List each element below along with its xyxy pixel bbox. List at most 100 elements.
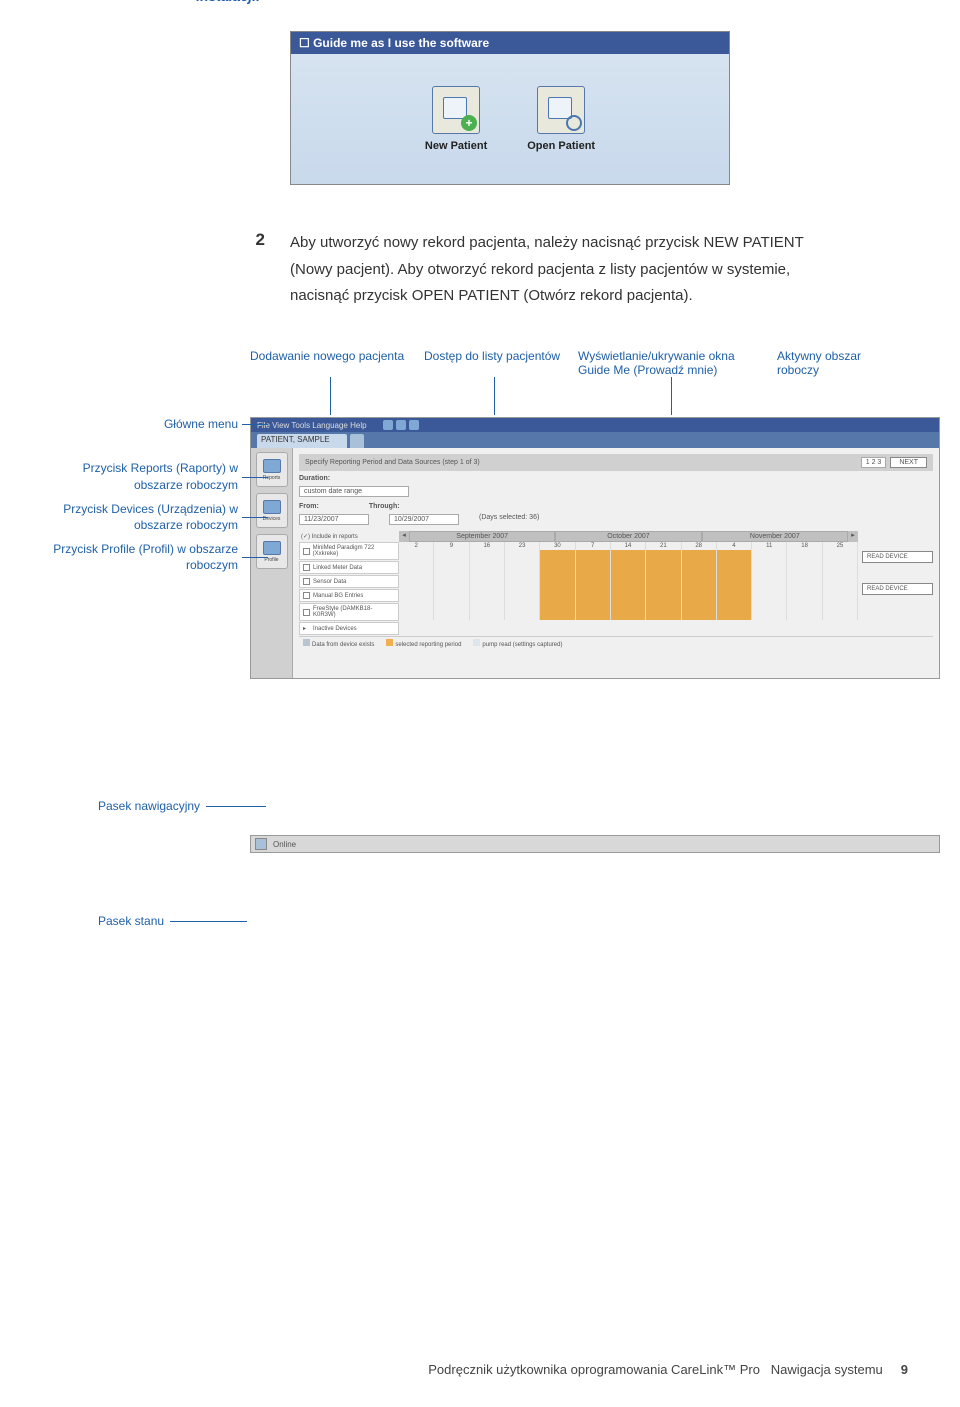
include-label: (✓) Include in reports bbox=[299, 531, 399, 542]
ann-nav-bar: Pasek nawigacyjny bbox=[98, 799, 200, 813]
calendar-col bbox=[505, 550, 540, 620]
days-selected: (Days selected: 36) bbox=[479, 514, 539, 525]
status-icon bbox=[255, 838, 267, 850]
calendar-day: 28 bbox=[682, 542, 717, 550]
main-screenshot: File View Tools Language Help PATIENT, S… bbox=[250, 417, 940, 679]
calendar-day: 18 bbox=[787, 542, 822, 550]
toolbar-icon[interactable] bbox=[383, 420, 393, 430]
device-row[interactable]: Linked Meter Data bbox=[299, 561, 399, 574]
profile-button[interactable]: Profile bbox=[256, 534, 288, 569]
device-row[interactable]: Manual BG Entries bbox=[299, 589, 399, 602]
from-label: From: bbox=[299, 503, 319, 510]
next-button[interactable]: NEXT bbox=[890, 457, 927, 468]
step-b: b. Nacisnąć przycisk LOGIN (Rejestruj). … bbox=[290, 0, 910, 6]
read-device-buttons: READ DEVICE READ DEVICE bbox=[858, 531, 933, 636]
legend-swatch bbox=[473, 639, 480, 646]
app-body: Reports Devices Profile Specify Reportin… bbox=[251, 448, 939, 678]
magnifier-icon bbox=[566, 115, 582, 131]
device-row[interactable]: MiniMed Paradigm 722 (Xxkreke) bbox=[299, 542, 399, 560]
month-header: November 2007 bbox=[702, 531, 848, 542]
plus-icon: + bbox=[461, 115, 477, 131]
status-text: Online bbox=[273, 840, 296, 849]
device-list: (✓) Include in reports MiniMed Paradigm … bbox=[299, 531, 399, 636]
thru-date-input[interactable]: 10/29/2007 bbox=[389, 514, 459, 525]
reports-button[interactable]: Reports bbox=[256, 452, 288, 487]
ann-reports-btn: Przycisk Reports (Raporty) w obszarze ro… bbox=[50, 460, 238, 492]
startup-body: + New Patient Open Patient bbox=[291, 54, 729, 184]
calendar-day: 2 bbox=[399, 542, 434, 550]
cal-next-icon[interactable]: ▸ bbox=[848, 531, 858, 542]
annotated-diagram: Dodawanie nowego pacjenta Dostęp do list… bbox=[50, 349, 910, 853]
patient-tab[interactable]: PATIENT, SAMPLE bbox=[257, 434, 347, 448]
open-patient-button[interactable]: Open Patient bbox=[527, 86, 595, 152]
calendar-day: 7 bbox=[576, 542, 611, 550]
read-device-button[interactable]: READ DEVICE bbox=[862, 583, 933, 595]
month-header: September 2007 bbox=[409, 531, 555, 542]
add-tab-icon[interactable] bbox=[350, 434, 364, 448]
calendar-day: 9 bbox=[434, 542, 469, 550]
toolbar-icon[interactable] bbox=[396, 420, 406, 430]
device-row[interactable]: FreeStyle (DAMKB18-K0R3W) bbox=[299, 603, 399, 621]
ann-guide-me: Wyświetlanie/ukrywanie okna Guide Me (Pr… bbox=[578, 349, 763, 377]
new-patient-button[interactable]: + New Patient bbox=[425, 86, 487, 152]
ann-main-menu: Główne menu bbox=[50, 416, 238, 432]
calendar-col bbox=[470, 550, 505, 620]
devices-button[interactable]: Devices bbox=[256, 493, 288, 528]
ann-workspace: Aktywny obszar roboczy bbox=[777, 349, 897, 377]
page-footer: Podręcznik użytkownika oprogramowania Ca… bbox=[428, 1362, 908, 1377]
toolbar-icon[interactable] bbox=[409, 420, 419, 430]
new-patient-icon: + bbox=[432, 86, 480, 134]
open-patient-icon bbox=[537, 86, 585, 134]
calendar-col bbox=[646, 550, 681, 620]
month-header: October 2007 bbox=[555, 531, 701, 542]
workspace-main: Specify Reporting Period and Data Source… bbox=[293, 448, 939, 678]
thru-label: Through: bbox=[369, 503, 400, 510]
ann-devices-btn: Przycisk Devices (Urządzenia) w obszarze… bbox=[50, 501, 238, 533]
calendar-day: 14 bbox=[611, 542, 646, 550]
panel-header: Specify Reporting Period and Data Source… bbox=[299, 454, 933, 471]
startup-title-bar: ☐ Guide me as I use the software bbox=[291, 32, 729, 54]
device-row: ▸Inactive Devices bbox=[299, 622, 399, 635]
panel-title: Specify Reporting Period and Data Source… bbox=[305, 459, 480, 466]
document-page: a. Wpisać hasło w pole Password (Hasło).… bbox=[0, 0, 960, 1407]
ann-profile-btn: Przycisk Profile (Profil) w obszarze rob… bbox=[50, 541, 238, 573]
calendar-days-row: 2916233071421284111825 bbox=[399, 542, 858, 550]
cal-prev-icon[interactable]: ◂ bbox=[399, 531, 409, 542]
workspace-sidebar: Reports Devices Profile bbox=[251, 448, 293, 678]
legend-row: Data from device exists selected reporti… bbox=[299, 636, 933, 650]
top-row: UWAGA: Funkcję rejestracji po wpisaniu h… bbox=[50, 0, 910, 6]
calendar-col bbox=[682, 550, 717, 620]
calendar-grid: ◂ September 2007 October 2007 November 2… bbox=[399, 531, 858, 636]
step-2: 2 Aby utworzyć nowy rekord pacjenta, nal… bbox=[50, 230, 910, 309]
ann-patient-list: Dostęp do listy pacjentów bbox=[424, 349, 564, 377]
calendar-col bbox=[787, 550, 822, 620]
device-row[interactable]: Sensor Data bbox=[299, 575, 399, 588]
top-annotations: Dodawanie nowego pacjenta Dostęp do list… bbox=[250, 349, 777, 377]
calendar-body bbox=[399, 550, 858, 620]
calendar-day: 30 bbox=[540, 542, 575, 550]
calendar-col bbox=[399, 550, 434, 620]
step-2-number: 2 bbox=[50, 230, 275, 309]
calendar-panel: (✓) Include in reports MiniMed Paradigm … bbox=[299, 531, 933, 636]
from-date-input[interactable]: 11/23/2007 bbox=[299, 514, 369, 525]
toolbar-icons[interactable] bbox=[383, 420, 419, 430]
step-indicator: 1 2 3 bbox=[861, 457, 887, 468]
calendar-day: 4 bbox=[717, 542, 752, 550]
app-menubar[interactable]: File View Tools Language Help bbox=[251, 418, 939, 432]
startup-screenshot: ☐ Guide me as I use the software + New P… bbox=[290, 31, 730, 185]
duration-label: Duration: bbox=[299, 475, 933, 482]
calendar-col bbox=[823, 550, 858, 620]
side-annotations: Główne menu Przycisk Reports (Raporty) w… bbox=[50, 444, 238, 581]
calendar-day: 25 bbox=[823, 542, 858, 550]
step-2-text: Aby utworzyć nowy rekord pacjenta, należ… bbox=[290, 230, 850, 309]
legend-swatch bbox=[386, 639, 393, 646]
read-device-button[interactable]: READ DEVICE bbox=[862, 551, 933, 563]
calendar-day: 21 bbox=[646, 542, 681, 550]
tab-bar: PATIENT, SAMPLE bbox=[251, 432, 939, 448]
calendar-day: 16 bbox=[470, 542, 505, 550]
duration-select[interactable]: custom date range bbox=[299, 486, 409, 497]
legend-swatch bbox=[303, 639, 310, 646]
calendar-col bbox=[576, 550, 611, 620]
ann-status-bar: Pasek stanu bbox=[98, 914, 164, 928]
menu-items[interactable]: File View Tools Language Help bbox=[257, 421, 367, 430]
